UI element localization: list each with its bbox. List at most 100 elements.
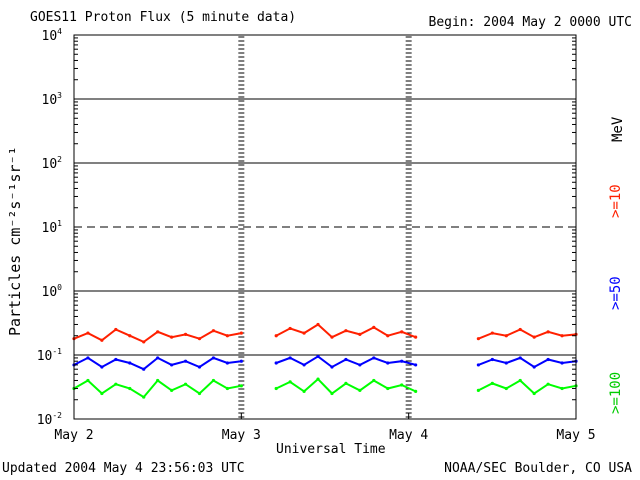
- data-point: [490, 381, 494, 385]
- data-point: [518, 356, 522, 360]
- data-point: [490, 331, 494, 335]
- data-point: [128, 334, 132, 338]
- data-point: [400, 359, 404, 363]
- x-tick-label: May 4: [389, 428, 428, 443]
- data-point: [86, 378, 90, 383]
- y-tick-exponent: -1: [52, 347, 62, 356]
- data-point: [183, 382, 188, 386]
- data-point: [288, 326, 292, 331]
- data-point: [86, 356, 90, 360]
- data-point: [156, 356, 160, 360]
- data-point: [330, 391, 334, 396]
- series-line-100: [275, 377, 417, 395]
- series-line-50: [73, 356, 242, 371]
- x-tick-label: May 2: [54, 428, 93, 443]
- data-point: [288, 356, 292, 360]
- chart-title: GOES11 Proton Flux (5 minute data): [30, 10, 297, 25]
- y-tick-label: 10-1: [37, 347, 62, 364]
- data-point: [156, 378, 160, 383]
- data-point: [128, 386, 132, 391]
- data-point: [546, 382, 550, 386]
- data-point: [316, 322, 320, 327]
- series-line-100: [477, 379, 577, 395]
- data-point: [532, 335, 536, 339]
- data-point: [372, 378, 376, 383]
- data-point: [504, 361, 508, 365]
- data-point: [532, 391, 536, 396]
- data-point: [197, 391, 202, 396]
- data-point: [504, 386, 508, 391]
- data-point: [183, 332, 188, 336]
- y-tick-exponent: 2: [57, 155, 62, 164]
- y-tick-label: 100: [42, 283, 63, 300]
- data-point: [490, 357, 494, 362]
- data-point: [476, 337, 480, 341]
- x-tick-label: May 5: [556, 428, 595, 443]
- data-point: [400, 330, 404, 334]
- data-point: [414, 363, 418, 367]
- data-point: [100, 391, 104, 396]
- data-point: [183, 359, 188, 363]
- data-point: [504, 334, 508, 338]
- y-tick-exponent: -2: [52, 411, 62, 420]
- data-point: [274, 361, 278, 365]
- data-point: [372, 325, 376, 329]
- data-point: [476, 388, 480, 392]
- data-point: [225, 361, 229, 365]
- data-point: [546, 357, 550, 362]
- data-point: [142, 395, 146, 399]
- data-point: [344, 329, 348, 333]
- series-line-10: [478, 328, 577, 340]
- y-tick-label: 10-2: [37, 411, 62, 428]
- data-point: [358, 363, 362, 367]
- credit-label: NOAA/SEC Boulder, CO USA: [444, 461, 632, 476]
- series-line-50: [478, 356, 577, 369]
- data-point: [316, 354, 320, 359]
- y-tick-exponent: 1: [57, 219, 62, 228]
- y-tick-exponent: 3: [57, 91, 62, 100]
- data-point: [170, 335, 174, 339]
- data-point: [239, 331, 243, 335]
- data-point: [344, 357, 348, 362]
- data-point: [225, 386, 229, 391]
- data-point: [302, 389, 306, 393]
- y-tick-label: 102: [42, 155, 63, 172]
- data-point: [546, 330, 550, 334]
- y-tick-label: 101: [42, 219, 63, 236]
- data-point: [560, 334, 564, 338]
- data-point: [114, 382, 118, 386]
- x-axis-label: Universal Time: [276, 442, 386, 457]
- data-point: [330, 365, 334, 369]
- series-line-100: [73, 379, 242, 399]
- begin-time-label: Begin: 2004 May 2 0000 UTC: [428, 15, 633, 30]
- y-tick-exponent: 0: [57, 283, 62, 292]
- data-point: [302, 331, 306, 335]
- data-point: [518, 327, 522, 332]
- data-point: [274, 334, 278, 338]
- data-point: [211, 378, 216, 383]
- y-tick-label: 104: [42, 27, 63, 44]
- data-point: [532, 365, 536, 369]
- data-point: [400, 383, 404, 387]
- data-point: [100, 338, 104, 342]
- y-tick-label: 103: [42, 91, 63, 108]
- data-point: [225, 334, 229, 338]
- data-point: [197, 337, 202, 341]
- data-point: [274, 386, 278, 391]
- data-point: [239, 384, 243, 388]
- data-point: [197, 365, 202, 369]
- data-point: [316, 377, 320, 381]
- updated-time-label: Updated 2004 May 4 23:56:03 UTC: [2, 461, 245, 476]
- data-point: [560, 386, 564, 391]
- x-tick-label: May 3: [222, 428, 261, 443]
- data-point: [114, 357, 118, 362]
- data-point: [211, 329, 216, 333]
- data-point: [239, 359, 243, 363]
- data-point: [170, 363, 174, 367]
- data-point: [100, 365, 104, 369]
- data-point: [211, 356, 216, 360]
- data-point: [86, 331, 90, 335]
- data-point: [476, 363, 480, 367]
- data-point: [560, 361, 564, 365]
